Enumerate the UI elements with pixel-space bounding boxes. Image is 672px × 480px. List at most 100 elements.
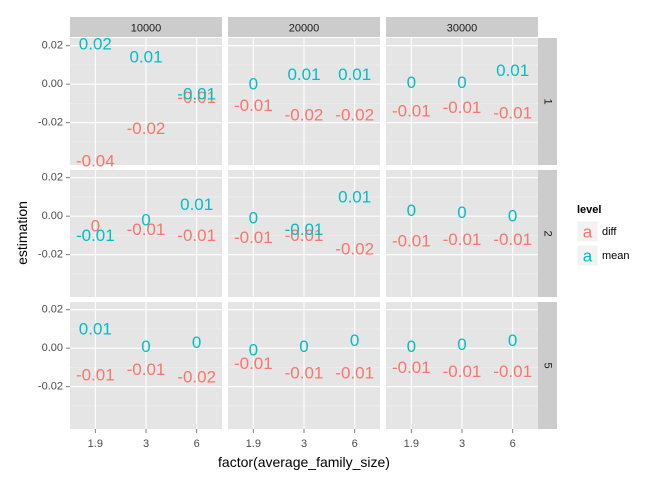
data-label-mean: 0.01 — [79, 319, 112, 338]
x-tick-label: 6 — [194, 438, 200, 450]
data-label-diff: -0.01 — [234, 228, 273, 247]
facet-strip-label: 5 — [542, 362, 554, 368]
facet-panel: -0.01 -0.01 -0.02 0.01 0 0 — [70, 302, 222, 429]
data-label-mean: 0.01 — [338, 187, 371, 206]
data-label-mean: 0.01 — [180, 195, 213, 214]
x-tick-label: 3 — [301, 438, 307, 450]
data-label-mean: 0 — [407, 337, 416, 356]
data-label-diff: -0.01 — [127, 360, 166, 379]
data-label-mean: 0 — [249, 209, 258, 228]
data-label-diff: -0.02 — [335, 105, 374, 124]
data-label-diff: -0.01 — [493, 104, 532, 123]
legend-key-glyph: a — [583, 247, 593, 266]
x-tick-label: 6 — [352, 438, 358, 450]
facet-strip-label: 1 — [542, 98, 554, 104]
data-label-diff: -0.01 — [493, 230, 532, 249]
data-label-diff: -0.04 — [76, 152, 115, 171]
data-label-mean: 0.01 — [287, 65, 320, 84]
data-label-mean: 0 — [192, 333, 201, 352]
y-tick-label: -0.02 — [38, 249, 63, 261]
facet-panel: -0.04 -0.02 -0.01 0.02 0.01 -0.01 — [70, 34, 222, 171]
data-label-diff: -0.02 — [285, 105, 324, 124]
data-label-diff: -0.01 — [392, 232, 431, 251]
data-label-mean: 0 — [457, 335, 466, 354]
data-label-diff: -0.01 — [335, 364, 374, 383]
x-tick-label: 1.9 — [88, 438, 103, 450]
facet-strip-col — [228, 17, 380, 37]
y-tick-label: -0.02 — [38, 381, 63, 393]
facet-strip-row — [538, 38, 557, 165]
legend-title: level — [577, 204, 601, 216]
legend-key — [576, 220, 599, 243]
data-label-diff: -0.01 — [177, 226, 216, 245]
data-label-diff: -0.01 — [234, 354, 273, 373]
facet-strip-label: 10000 — [131, 23, 162, 35]
x-tick-label: 1.9 — [246, 438, 261, 450]
data-label-diff: -0.01 — [392, 358, 431, 377]
y-tick-label: 0.02 — [42, 40, 63, 52]
data-label-diff: -0.02 — [127, 119, 166, 138]
data-label-diff: -0.01 — [443, 362, 482, 381]
data-label-mean: -0.01 — [177, 84, 216, 103]
y-tick-label: 0.02 — [42, 172, 63, 184]
facet-strip-label: 30000 — [447, 23, 478, 35]
y-tick-label: 0.00 — [42, 342, 63, 354]
facet-panel: -0.01 -0.01 -0.01 0 0 0.01 — [386, 38, 538, 165]
data-label-mean: 0 — [457, 73, 466, 92]
facet-strip-row — [538, 302, 557, 429]
x-tick-label: 3 — [143, 438, 149, 450]
facet-panel: -0.01 -0.01-0.020-0.010.01 — [228, 170, 380, 297]
legend-label: mean — [602, 250, 630, 262]
data-label-diff: -0.01 — [285, 226, 324, 245]
data-label-diff: -0.01 — [177, 88, 216, 107]
data-label-mean: 0 — [457, 203, 466, 222]
data-label-mean: 0 — [249, 75, 258, 94]
legend-key-glyph: a — [583, 223, 593, 242]
data-label-diff: -0.01 — [493, 362, 532, 381]
x-tick-label: 6 — [510, 438, 516, 450]
x-tick-label: 3 — [459, 438, 465, 450]
data-label-mean: 0.01 — [129, 48, 162, 67]
data-label-mean: 0 — [407, 201, 416, 220]
data-label-mean: 0.02 — [79, 34, 112, 53]
facet-strip-col — [386, 17, 538, 37]
data-label-mean: 0 — [249, 341, 258, 360]
data-label-mean: 0 — [350, 331, 359, 350]
data-label-mean: 0 — [141, 337, 150, 356]
facet-panel: -0.01 -0.01 -0.01 0 0 0 — [386, 302, 538, 429]
facet-strip-label: 20000 — [289, 23, 320, 35]
data-label-mean: 0 — [508, 207, 517, 226]
data-label-diff: -0.01 — [285, 364, 324, 383]
data-label-mean: 0 — [407, 73, 416, 92]
data-label-diff: -0.01 — [234, 96, 273, 115]
y-tick-label: 0.00 — [42, 78, 63, 90]
y-axis-title: estimation — [14, 201, 30, 265]
data-label-mean: 0.01 — [338, 65, 371, 84]
facet-strip-label: 2 — [542, 230, 554, 236]
facet-panel: -0.01 -0.02 -0.02 0 0.01 0.01 — [228, 38, 380, 165]
data-label-mean: -0.01 — [285, 220, 324, 239]
facet-strip-col — [70, 17, 222, 37]
facet-strip-row — [538, 170, 557, 297]
data-label-mean: -0.01 — [76, 226, 115, 245]
data-label-diff: -0.01 — [76, 366, 115, 385]
x-tick-label: 1.9 — [404, 438, 419, 450]
data-label-diff: -0.01 — [443, 98, 482, 117]
data-label-diff: -0.01 — [127, 220, 166, 239]
data-label-diff: 0 — [91, 216, 100, 235]
y-tick-label: 0.00 — [42, 210, 63, 222]
y-tick-label: 0.02 — [42, 304, 63, 316]
data-label-diff: -0.01 — [443, 230, 482, 249]
legend-label: diff — [602, 226, 617, 238]
data-label-diff: -0.02 — [177, 368, 216, 387]
data-label-mean: 0 — [508, 331, 517, 350]
data-label-mean: 0.01 — [496, 61, 529, 80]
legend-key — [576, 244, 599, 267]
y-tick-label: -0.02 — [38, 117, 63, 129]
x-axis-title: factor(average_family_size) — [218, 454, 390, 470]
facet-panel: -0.01 -0.01 -0.01 0 0 0 — [386, 170, 538, 297]
